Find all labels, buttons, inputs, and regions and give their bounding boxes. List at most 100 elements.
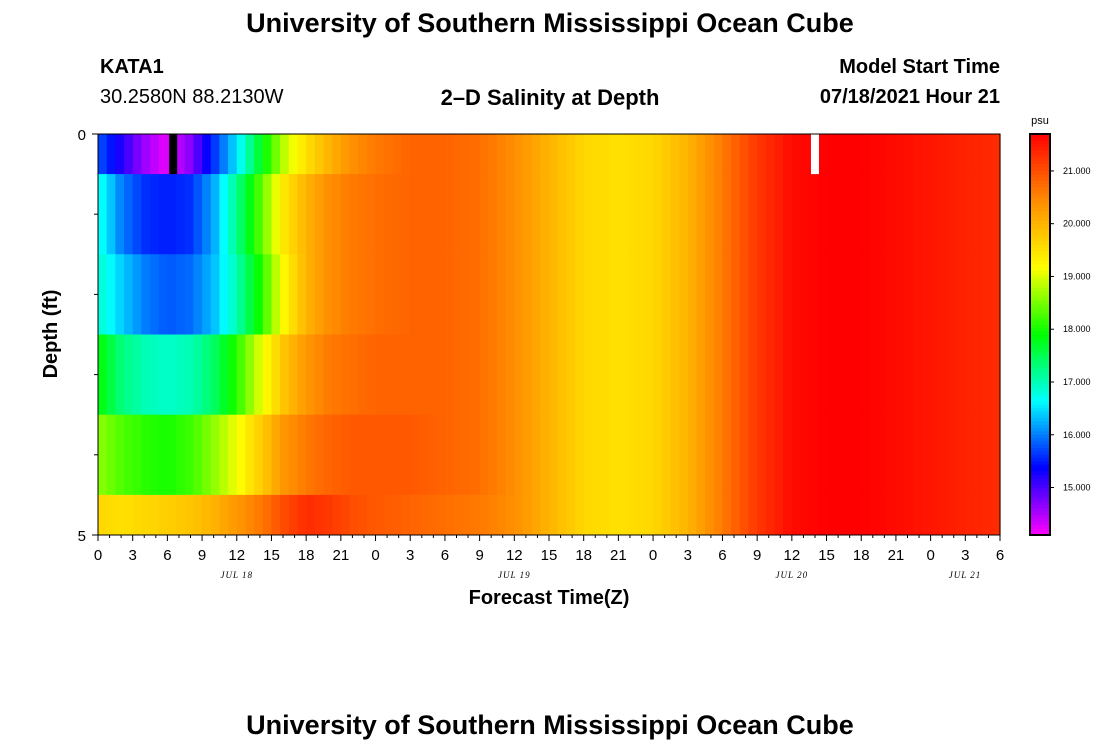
colorbar-segment [1030, 468, 1050, 473]
heatmap-cell [106, 494, 116, 536]
heatmap-cell [748, 174, 758, 255]
heatmap-cell [982, 494, 992, 536]
heatmap-cell [176, 414, 186, 496]
heatmap-cell [930, 334, 940, 416]
heatmap-cell [228, 174, 238, 255]
colorbar-segment [1030, 364, 1050, 369]
heatmap-cell [488, 174, 498, 255]
heatmap-cell [774, 174, 784, 255]
heatmap-cell [826, 334, 836, 416]
heatmap-cell [540, 134, 550, 175]
heatmap-cell [913, 494, 923, 536]
heatmap-cell [219, 494, 229, 536]
model-start-label: Model Start Time [839, 56, 1000, 78]
heatmap-cell [965, 254, 975, 335]
heatmap-cell [418, 174, 429, 255]
heatmap-cell [956, 414, 966, 496]
heatmap-cell [557, 254, 567, 335]
heatmap-cell [453, 134, 463, 175]
colorbar-segment [1030, 377, 1050, 382]
heatmap-cell [765, 174, 776, 255]
colorbar-tick-label: 20.000 [1063, 219, 1091, 229]
heatmap-cell [297, 134, 307, 175]
heatmap-cell [739, 334, 750, 416]
heatmap-cell [583, 414, 593, 496]
heatmap-cell [531, 134, 541, 175]
heatmap-cell [323, 414, 333, 496]
heatmap-cell [618, 414, 628, 496]
colorbar-segment [1030, 501, 1050, 506]
heatmap-cell [141, 174, 151, 255]
heatmap-cell [887, 494, 897, 536]
colorbar-segment [1030, 524, 1050, 529]
heatmap-cell [601, 334, 611, 416]
colorbar-segment [1030, 160, 1050, 165]
heatmap-cell [176, 334, 186, 416]
heatmap-cell [340, 134, 351, 175]
heatmap-cell [401, 494, 411, 536]
heatmap-cell [124, 134, 134, 175]
x-tick-label: 0 [94, 547, 102, 564]
heatmap-cell [618, 254, 628, 335]
x-tick-label: 18 [575, 547, 592, 564]
heatmap-cell [661, 334, 672, 416]
heatmap-cell [991, 134, 1001, 175]
heatmap-cell [965, 414, 975, 496]
heatmap-cell [150, 134, 160, 175]
heatmap-cell [193, 174, 203, 255]
heatmap-cell [106, 414, 116, 496]
heatmap-cell [549, 254, 559, 335]
heatmap-cell [939, 134, 949, 175]
heatmap-cell [731, 494, 741, 536]
colorbar-segment [1030, 214, 1050, 219]
heatmap-cell [358, 494, 368, 536]
colorbar-tick-label: 18.000 [1063, 324, 1091, 334]
heatmap-cell [861, 134, 871, 175]
heatmap-cell [592, 414, 602, 496]
colorbar-segment [1030, 260, 1050, 265]
heatmap-cell [401, 254, 411, 335]
heatmap-cell [262, 494, 273, 536]
x-tick-label: 9 [475, 547, 483, 564]
heatmap-cell [479, 414, 489, 496]
heatmap-cell [236, 134, 247, 175]
colorbar-segment [1030, 190, 1050, 195]
heatmap-cell [505, 334, 515, 416]
heatmap-cell [956, 254, 966, 335]
heatmap-cell [505, 134, 515, 175]
heatmap-cell [635, 134, 645, 175]
heatmap-cell [245, 174, 255, 255]
heatmap-cell [609, 414, 619, 496]
colorbar-segment [1030, 204, 1050, 209]
heatmap-cell [982, 334, 992, 416]
heatmap-cell [427, 254, 437, 335]
colorbar-segment [1030, 284, 1050, 289]
x-tick-label: 12 [506, 547, 523, 564]
heatmap-cell [184, 334, 194, 416]
heatmap-cell [531, 414, 541, 496]
heatmap-cell [115, 174, 125, 255]
heatmap-cell [869, 254, 880, 335]
heatmap-cell [132, 334, 142, 416]
heatmap-cell [184, 254, 194, 335]
heatmap-cell [679, 334, 689, 416]
heatmap-cell [540, 414, 550, 496]
heatmap-cell [384, 334, 394, 416]
heatmap-cell [401, 174, 411, 255]
heatmap-cell [150, 334, 160, 416]
heatmap-cell [549, 494, 559, 536]
heatmap-cell [817, 334, 828, 416]
heatmap-cell [575, 334, 585, 416]
colorbar-segment [1030, 458, 1050, 463]
heatmap-cell [158, 414, 168, 496]
colorbar-segment [1030, 357, 1050, 362]
heatmap-cell [809, 334, 819, 416]
heatmap-cell [644, 414, 654, 496]
heatmap-cell [349, 254, 359, 335]
heatmap-cell [288, 494, 299, 536]
footer-title: University of Southern Mississippi Ocean… [246, 710, 854, 740]
heatmap-cell [644, 494, 654, 536]
heatmap-cell [895, 334, 906, 416]
colorbar-segment [1030, 347, 1050, 352]
heatmap-cell [618, 334, 628, 416]
